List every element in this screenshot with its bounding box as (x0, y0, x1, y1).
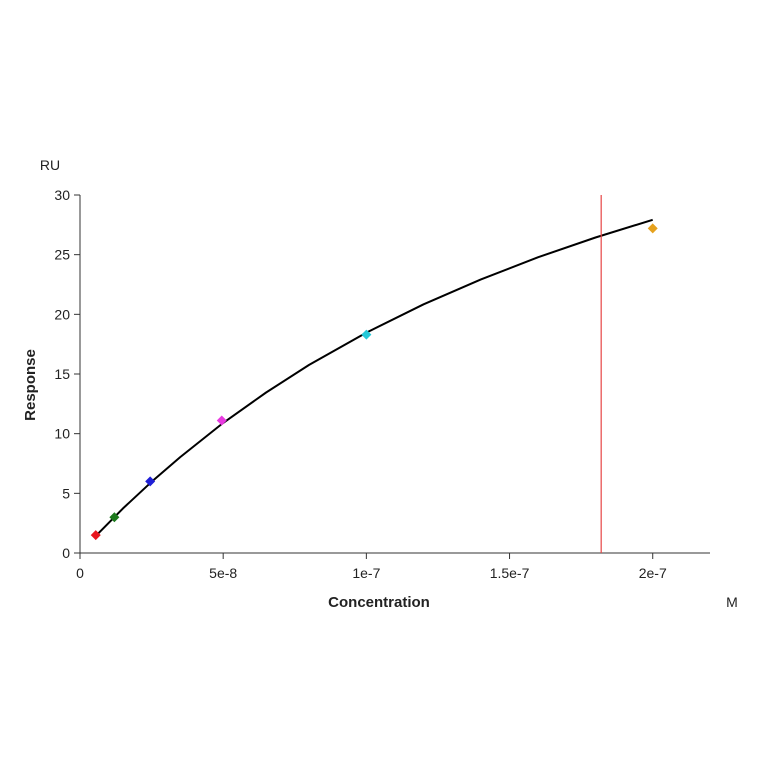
y-tick-label: 10 (54, 426, 70, 442)
y-tick-label: 20 (54, 306, 70, 322)
data-point (216, 415, 227, 426)
x-tick-label: 1.5e-7 (490, 565, 530, 581)
x-unit-label: M (726, 594, 738, 610)
y-tick-label: 25 (54, 247, 70, 263)
axes (79, 195, 710, 554)
x-tick-label: 5e-8 (209, 565, 237, 581)
data-point (90, 530, 101, 541)
fit-curve (95, 218, 653, 537)
data-points (90, 223, 658, 541)
x-tick-label: 0 (76, 565, 84, 581)
y-axis-title: Response (22, 349, 39, 421)
y-axis-ticks: 0 5 10 15 20 25 30 (54, 187, 80, 561)
fit-curve-group (95, 218, 653, 537)
y-tick-label: 0 (62, 545, 70, 561)
x-tick-label: 2e-7 (639, 565, 667, 581)
data-point (109, 512, 120, 523)
y-tick-label: 15 (54, 366, 70, 382)
data-point (647, 223, 658, 234)
x-tick-label: 1e-7 (352, 565, 380, 581)
x-axis-title: Concentration (328, 594, 430, 611)
y-tick-label: 5 (62, 485, 70, 501)
y-tick-label: 30 (54, 187, 70, 203)
x-axis-ticks: 0 5e-8 1e-7 1.5e-7 2e-7 (76, 553, 667, 581)
data-point (145, 476, 156, 487)
data-point (361, 329, 372, 340)
y-unit-label: RU (40, 157, 60, 173)
